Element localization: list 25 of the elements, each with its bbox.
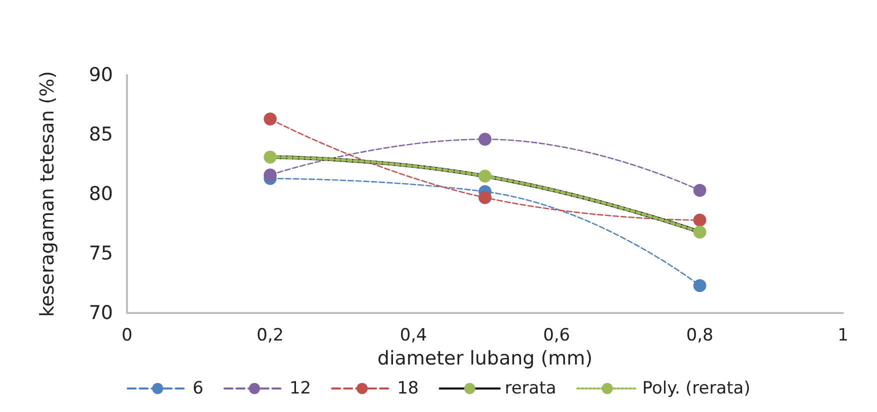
y-tick-label: 85 — [88, 124, 113, 146]
y-axis-title: keseragaman tetesan (%) — [36, 71, 58, 317]
y-tick-label: 75 — [88, 242, 113, 264]
legend-label: 12 — [289, 378, 312, 398]
x-tick-label: 0,2 — [256, 326, 284, 346]
x-tick-label: 1 — [838, 326, 848, 346]
point — [693, 214, 706, 227]
x-tick-label: 0,8 — [686, 326, 714, 346]
x-tick-label: 0,4 — [400, 326, 427, 346]
x-axis-title: diameter lubang (mm) — [377, 347, 593, 370]
x-tick-label: 0 — [122, 326, 132, 346]
legend-label: rerata — [504, 378, 556, 398]
point — [264, 112, 277, 126]
legend-label: 18 — [397, 378, 419, 398]
point — [693, 184, 706, 197]
legend-label: 6 — [192, 378, 204, 398]
y-tick-label: 90 — [88, 64, 113, 86]
x-tick-label: 0,6 — [543, 326, 570, 346]
point — [693, 279, 706, 292]
legend-label: Poly. (rerata) — [642, 378, 750, 398]
point — [478, 191, 492, 204]
point — [264, 168, 277, 182]
y-tick-label: 80 — [88, 183, 113, 205]
point — [478, 132, 492, 146]
y-tick-label: 70 — [88, 302, 113, 324]
